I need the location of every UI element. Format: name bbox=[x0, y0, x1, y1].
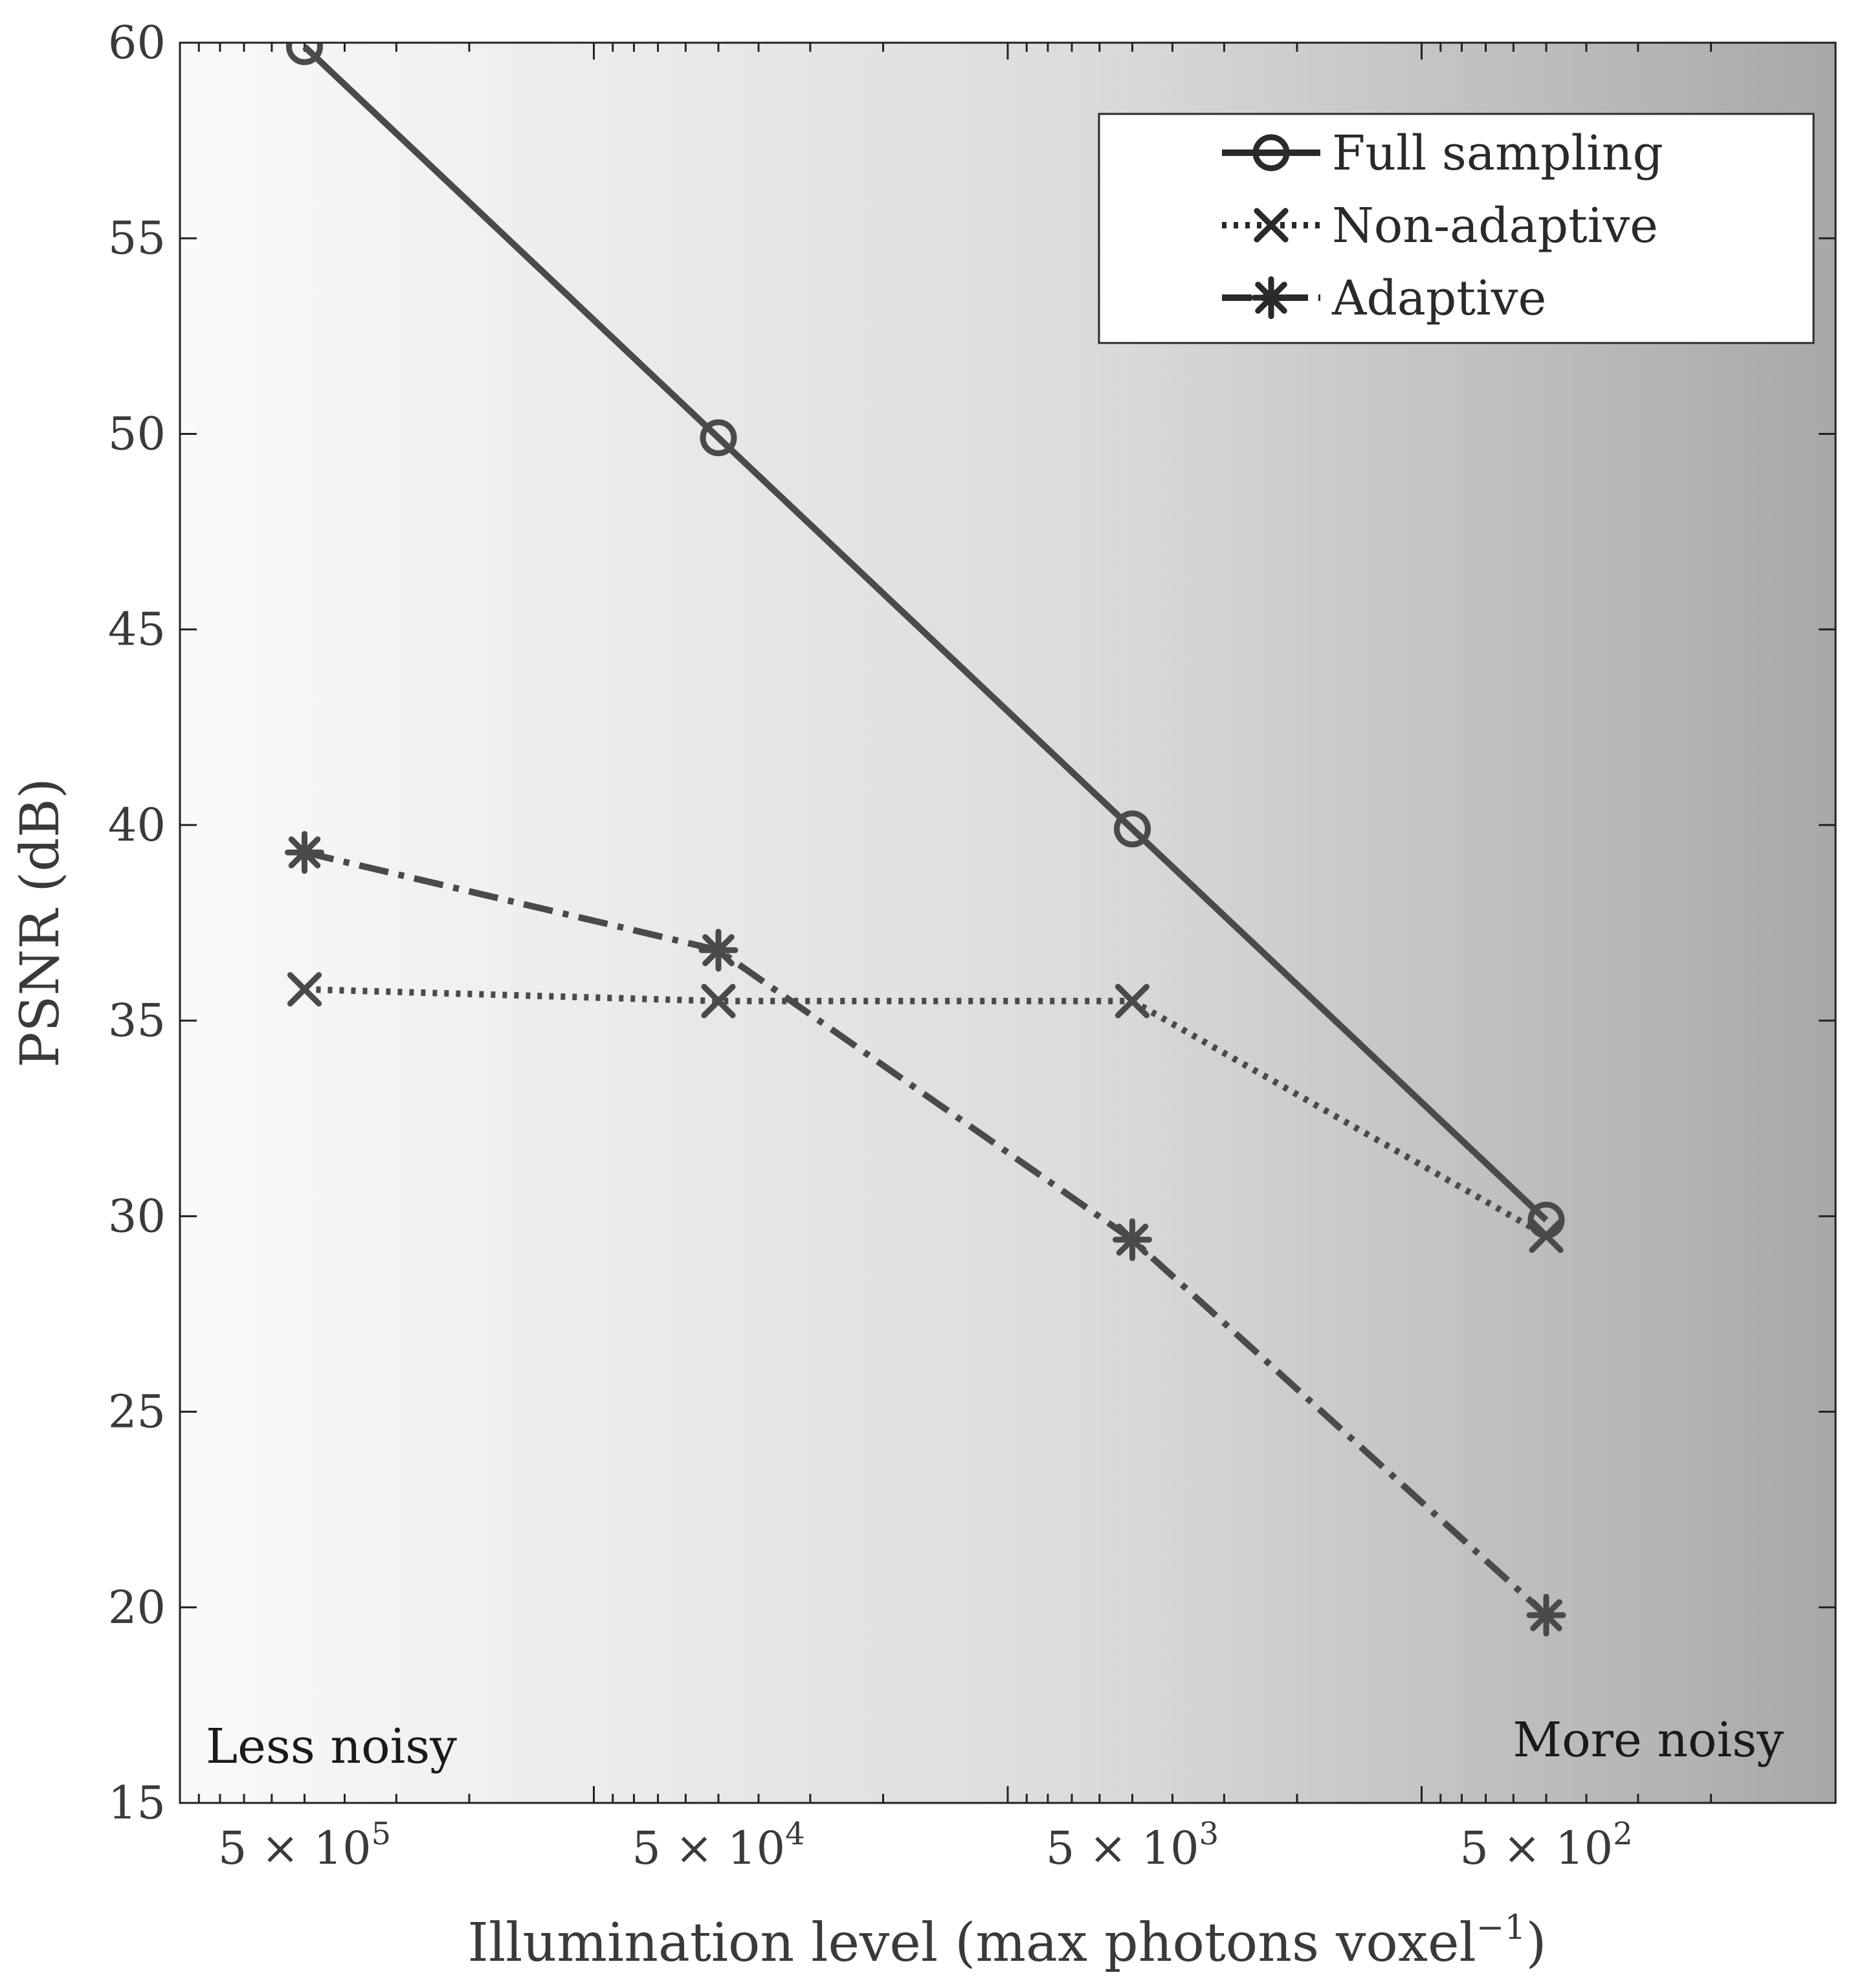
marker-stroke bbox=[702, 934, 735, 967]
x-tick-label: 5 × 105 bbox=[218, 1816, 391, 1875]
x-tick-label: 5 × 102 bbox=[1459, 1816, 1632, 1875]
legend-marker-non-adaptive bbox=[1254, 208, 1289, 243]
x-axis-label-text: Illumination level (max photons voxel bbox=[468, 1912, 1476, 1974]
marker-stroke bbox=[287, 972, 322, 1007]
data-point-adaptive bbox=[1113, 1218, 1153, 1261]
legend-label-adaptive: Adaptive bbox=[1331, 271, 1546, 326]
marker-stroke bbox=[1255, 282, 1287, 314]
annotation-less-noisy: Less noisy bbox=[206, 1719, 457, 1774]
series-line-full-sampling bbox=[302, 44, 1549, 1223]
data-point-non-adaptive bbox=[701, 984, 736, 1019]
series-layer bbox=[285, 43, 1566, 1637]
data-point-non-adaptive bbox=[1529, 1218, 1564, 1254]
y-tick-label: 35 bbox=[108, 994, 166, 1047]
y-tick-label: 55 bbox=[108, 212, 166, 265]
x-tick-labels: 5 × 105 5 × 104 5 × 103 5 × 102 bbox=[218, 1816, 1633, 1875]
marker-stroke bbox=[1116, 1223, 1149, 1256]
y-tick-label: 60 bbox=[108, 16, 166, 69]
data-point-non-adaptive bbox=[1115, 984, 1150, 1019]
data-point-non-adaptive bbox=[287, 972, 322, 1007]
legend: Full sampling Non-adaptive Adaptive bbox=[1098, 113, 1815, 344]
legend-box bbox=[1098, 113, 1815, 344]
marker-circle bbox=[1114, 810, 1151, 848]
data-point-full-sampling bbox=[700, 419, 737, 456]
y-tick-label: 50 bbox=[108, 407, 166, 460]
x-axis-label: Illumination level (max photons voxel−1) bbox=[468, 1908, 1547, 1974]
y-tick-labels: 15 20 25 30 35 40 45 50 55 60 bbox=[108, 16, 166, 1829]
data-point-adaptive bbox=[1526, 1593, 1566, 1637]
marker-stroke bbox=[701, 984, 736, 1019]
legend-item-adaptive: Adaptive bbox=[1222, 271, 1546, 326]
y-tick-label: 40 bbox=[108, 799, 166, 852]
data-point-full-sampling bbox=[286, 43, 324, 65]
marker-stroke bbox=[288, 836, 321, 868]
series-line-non-adaptive bbox=[304, 986, 1548, 1239]
x-axis-label-exponent: −1 bbox=[1476, 1908, 1526, 1947]
series-non-adaptive bbox=[287, 972, 1564, 1254]
data-point-adaptive bbox=[285, 831, 325, 874]
marker-stroke bbox=[1529, 1218, 1564, 1254]
marker-circle bbox=[700, 419, 737, 456]
y-tick-label: 30 bbox=[108, 1189, 166, 1242]
y-tick-label: 15 bbox=[108, 1776, 166, 1829]
series-adaptive bbox=[285, 831, 1566, 1637]
annotation-more-noisy: More noisy bbox=[1513, 1712, 1784, 1768]
series-line-adaptive bbox=[304, 849, 1549, 1618]
x-tick-label: 5 × 104 bbox=[632, 1816, 804, 1875]
legend-marker-adaptive bbox=[1251, 276, 1291, 320]
x-tick-label: 5 × 103 bbox=[1046, 1816, 1219, 1875]
data-point-adaptive bbox=[698, 929, 738, 972]
y-axis-label: PSNR (dB) bbox=[10, 778, 71, 1068]
marker-stroke bbox=[1530, 1599, 1562, 1631]
data-point-full-sampling bbox=[1114, 810, 1151, 848]
legend-item-full-sampling: Full sampling bbox=[1222, 126, 1663, 181]
y-tick-label: 20 bbox=[108, 1581, 166, 1634]
y-tick-label: 25 bbox=[108, 1386, 166, 1439]
legend-label-full-sampling: Full sampling bbox=[1332, 126, 1663, 181]
plot-frame bbox=[179, 41, 1837, 1804]
legend-marker-full-sampling bbox=[1252, 134, 1290, 171]
marker-circle bbox=[286, 43, 324, 65]
y-tick-label: 45 bbox=[108, 603, 166, 656]
marker-circle bbox=[1252, 134, 1290, 171]
x-axis-label-close: ) bbox=[1526, 1912, 1546, 1974]
marker-stroke bbox=[1254, 208, 1289, 243]
marker-stroke bbox=[1115, 984, 1150, 1019]
legend-items: Full sampling Non-adaptive Adaptive bbox=[1222, 126, 1663, 326]
legend-label-non-adaptive: Non-adaptive bbox=[1332, 198, 1658, 254]
legend-item-non-adaptive: Non-adaptive bbox=[1222, 198, 1658, 254]
